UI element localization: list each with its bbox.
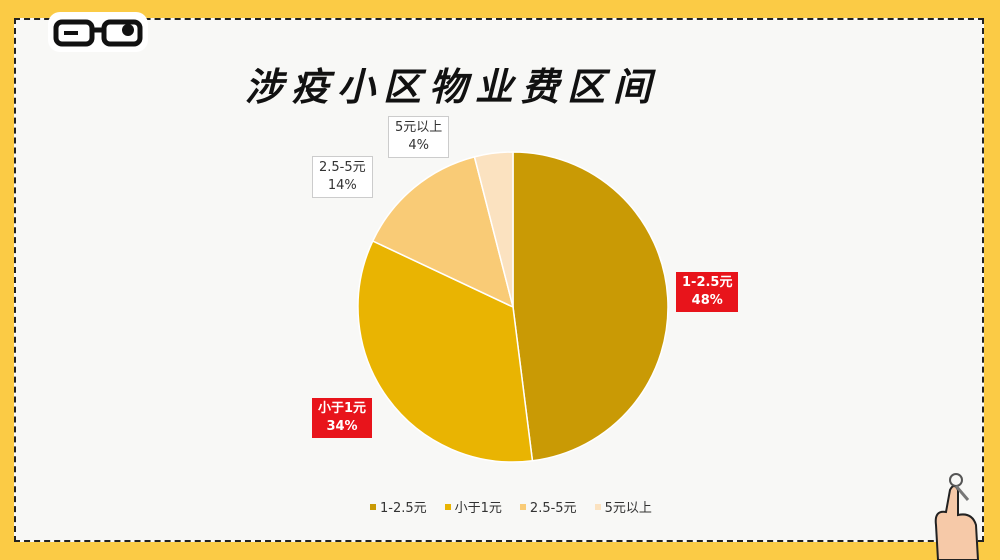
data-label: 小于1元 34% [312,398,373,438]
data-label-category: 2.5-5元 [319,160,366,175]
data-label-value: 48% [691,293,723,308]
data-label: 1-2.5元 48% [676,272,739,312]
data-label-value: 4% [408,138,429,153]
data-label-category: 1-2.5元 [682,275,733,290]
data-label-value: 14% [327,178,357,193]
legend-swatch [444,503,451,510]
data-label-category: 5元以上 [395,120,443,135]
legend-item: 小于1元 [444,497,502,516]
data-label: 2.5-5元 14% [312,156,373,198]
pie-slice [371,155,515,309]
legend-item: 2.5-5元 [519,497,577,516]
legend-swatch [370,503,376,510]
hand-with-keys-icon [934,473,980,560]
legend: 1-2.5元 小于1元 2.5-5元 5元以上 [370,497,652,516]
legend-item: 5元以上 [594,497,652,516]
legend-swatch [594,503,601,510]
legend-item: 1-2.5元 [370,497,427,516]
pie-slice [473,151,514,308]
data-label-value: 34% [326,419,358,434]
legend-label: 1-2.5元 [380,501,427,516]
pie-slice [512,151,669,462]
data-label: 5元以上 4% [388,116,450,158]
legend-swatch [519,503,526,510]
chart-title: 涉疫小区物业费区间 [245,65,660,109]
data-label-category: 小于1元 [318,401,367,416]
glasses-logo-icon [48,12,148,52]
legend-label: 2.5-5元 [529,501,577,516]
legend-label: 小于1元 [454,501,502,516]
legend-label: 5元以上 [604,501,652,516]
